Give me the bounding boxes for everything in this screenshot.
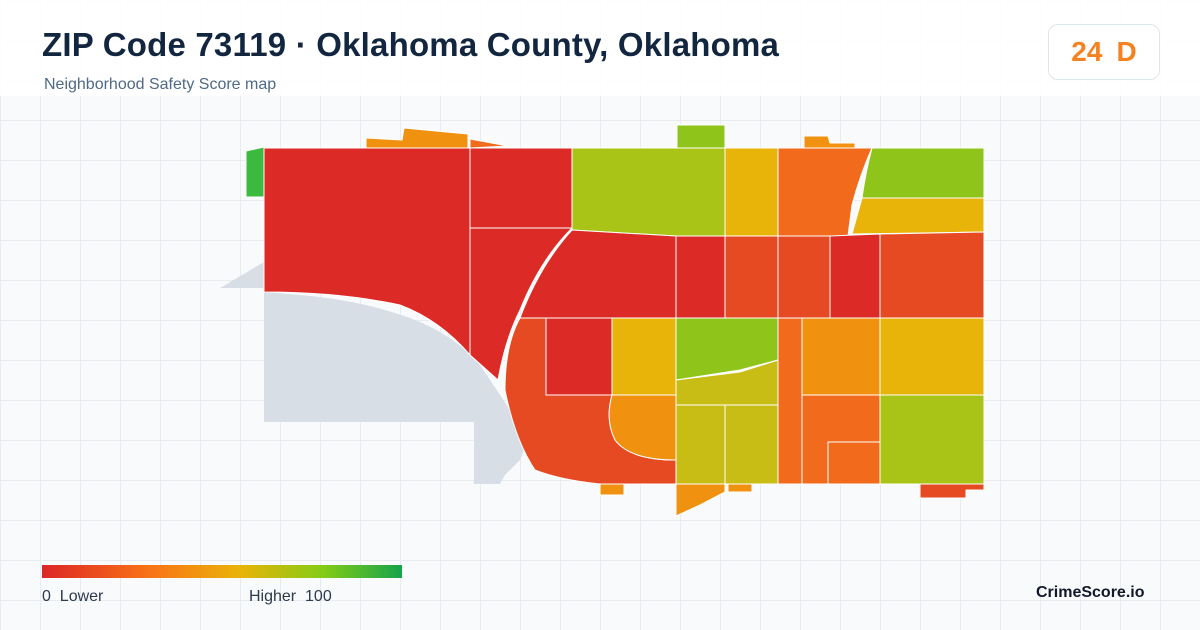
page-subtitle: Neighborhood Safety Score map <box>44 76 277 93</box>
map-region[interactable] <box>777 317 803 485</box>
map-region[interactable] <box>469 147 573 229</box>
map-region[interactable] <box>599 483 625 496</box>
map-region[interactable] <box>801 317 881 396</box>
map-region[interactable] <box>675 317 779 381</box>
brand-logo-text[interactable]: CrimeScore.io <box>1036 584 1145 601</box>
map-region[interactable] <box>724 235 779 319</box>
map-region[interactable] <box>608 394 677 461</box>
legend-min-label: Lower <box>59 588 104 605</box>
score-value: 24 <box>1071 36 1103 67</box>
map-region[interactable] <box>263 147 471 356</box>
map-region[interactable] <box>919 483 985 499</box>
legend-color-scale <box>42 565 402 578</box>
legend-max-label: Higher <box>249 588 297 605</box>
map-region[interactable] <box>675 404 726 485</box>
legend-higher-label: Higher 100 <box>249 588 332 606</box>
map-region[interactable] <box>611 317 677 396</box>
map-region[interactable] <box>879 231 985 319</box>
map-region[interactable] <box>675 483 726 517</box>
score-grade: D <box>1116 36 1137 67</box>
score-badge: 24 D <box>1048 24 1160 80</box>
map-region[interactable] <box>879 394 985 485</box>
map-region[interactable] <box>829 233 881 319</box>
legend-min-value: 0 <box>42 588 51 605</box>
map-region[interactable] <box>469 138 509 149</box>
water-area <box>220 262 524 484</box>
map-region[interactable] <box>851 197 985 235</box>
legend-max-value: 100 <box>305 588 332 605</box>
map-region[interactable] <box>571 147 726 237</box>
map-region[interactable] <box>676 124 726 149</box>
map-region[interactable] <box>675 235 726 319</box>
map-region[interactable] <box>724 147 779 237</box>
map-region[interactable] <box>724 404 779 485</box>
map-region[interactable] <box>803 135 856 149</box>
map-region[interactable] <box>469 227 573 381</box>
map-region[interactable] <box>545 317 613 396</box>
page-title: ZIP Code 73119 · Oklahoma County, Oklaho… <box>42 26 780 63</box>
map-region[interactable] <box>827 441 881 485</box>
map-region[interactable] <box>365 127 469 149</box>
map-region[interactable] <box>879 317 985 396</box>
legend-lower-label: 0 Lower <box>42 588 103 606</box>
map-region[interactable] <box>777 235 831 319</box>
map-region[interactable] <box>245 146 265 198</box>
map-region[interactable] <box>861 147 985 199</box>
map-region[interactable] <box>727 483 753 493</box>
header-band <box>0 0 1200 96</box>
